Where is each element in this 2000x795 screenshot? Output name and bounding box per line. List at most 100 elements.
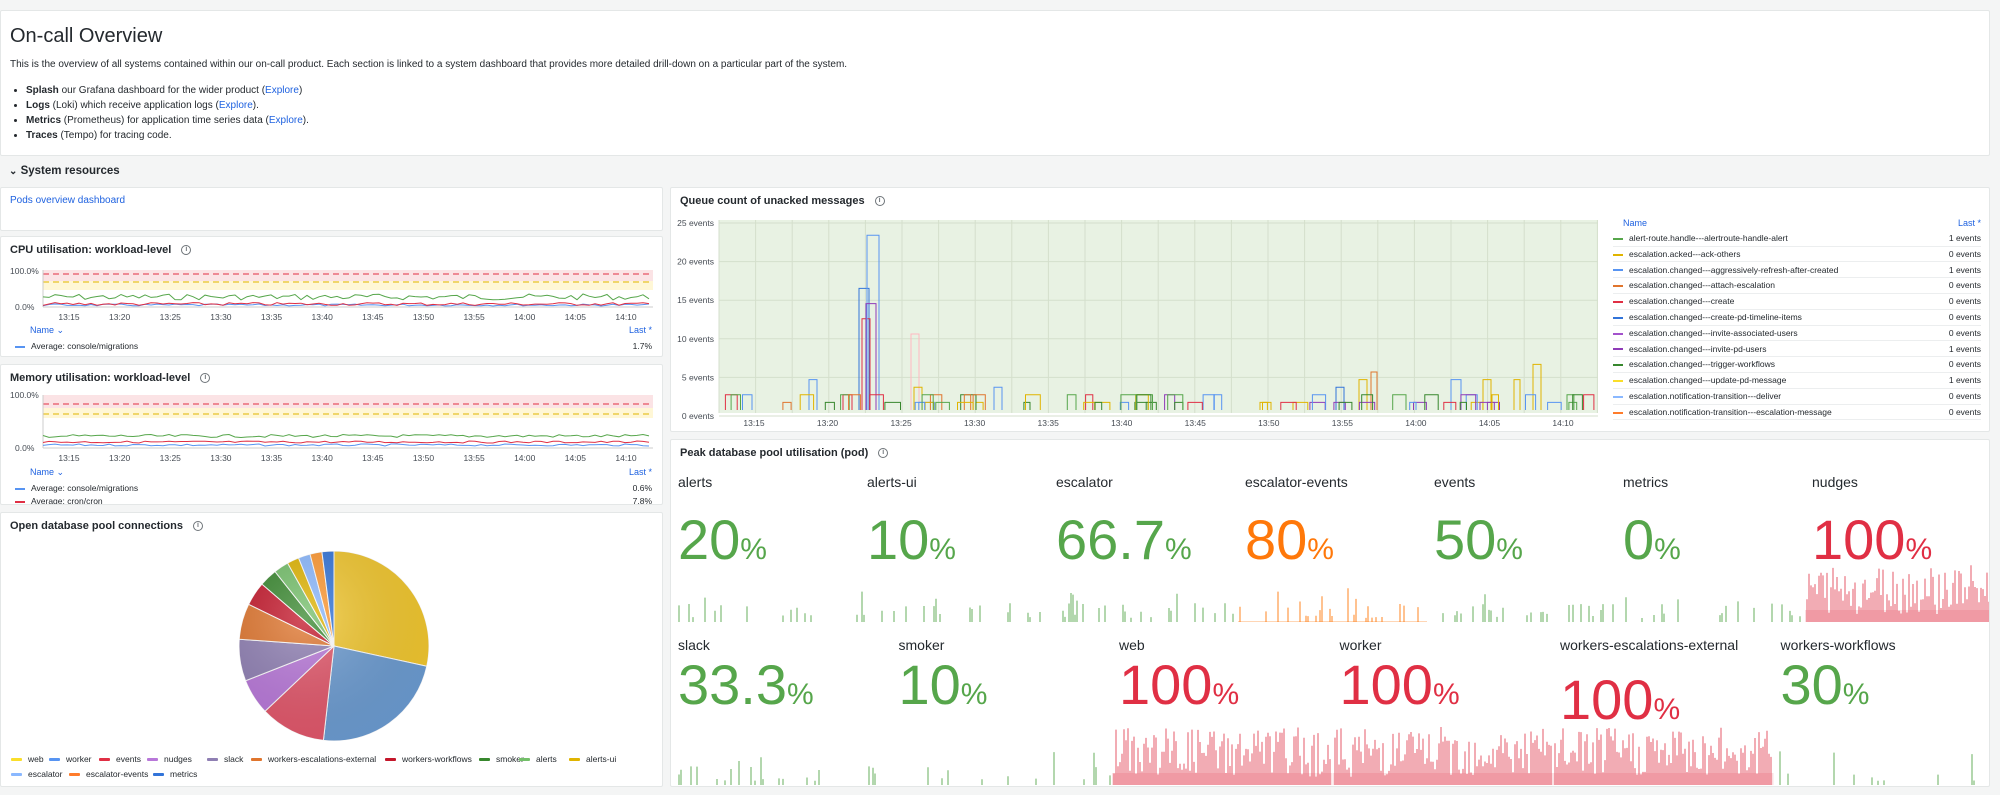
explore-link-logs[interactable]: Explore — [218, 100, 253, 111]
legend-item[interactable]: worker — [49, 754, 92, 764]
legend-item[interactable]: alerts-ui — [569, 754, 616, 764]
sparkline — [678, 597, 858, 622]
series-step — [869, 394, 884, 410]
legend-name-header[interactable]: Name — [1623, 218, 1648, 228]
cpu-chart[interactable]: 100.0% 0.0% 13:15 13:20 13:25 13:30 13:35 13:… — [1, 237, 663, 357]
legend-item[interactable]: escalation.notification-transition---esc… — [1613, 407, 1832, 417]
panel-title[interactable]: Open database pool connections i — [10, 520, 203, 532]
panel-title[interactable]: CPU utilisation: workload-level i — [10, 244, 192, 256]
y-tick-label: 100.0% — [10, 390, 39, 400]
cpu-utilisation-panel: CPU utilisation: workload-level i 100.0% … — [0, 236, 663, 357]
legend-item[interactable]: nudges — [147, 754, 192, 764]
legend-value: 0 events — [1948, 280, 1981, 291]
x-tick-label: 13:15 — [58, 312, 80, 322]
sparkline — [678, 757, 876, 785]
legend-item[interactable]: escalation.changed---create-pd-timeline-… — [1613, 312, 1802, 322]
legend-item[interactable]: events — [99, 754, 141, 764]
info-icon[interactable]: i — [874, 196, 885, 206]
sparkline — [1625, 597, 1801, 622]
legend-item[interactable]: escalation.changed---aggressively-refres… — [1613, 265, 1838, 275]
series-step — [1311, 394, 1327, 410]
stat-metrics[interactable]: metrics 0% — [1616, 465, 1805, 624]
stat-smoker[interactable]: smoker 10% — [892, 630, 1113, 786]
panel-title[interactable]: Queue count of unacked messages i — [680, 195, 885, 207]
x-tick-label: 14:00 — [514, 312, 536, 322]
stat-alerts-ui[interactable]: alerts-ui 10% — [860, 465, 1049, 624]
stat-slack[interactable]: slack 33.3% — [671, 630, 892, 786]
panel-title[interactable]: Peak database pool utilisation (pod) i — [680, 447, 889, 459]
x-tick-label: 13:20 — [109, 312, 131, 322]
legend-item[interactable]: alert-route.handle---alertroute-handle-a… — [1613, 233, 1788, 243]
memory-chart[interactable]: 100.0% 0.0% 13:15 13:20 13:25 13:30 13:35 13:… — [1, 365, 663, 505]
stat-web[interactable]: web 100% — [1112, 630, 1333, 786]
legend-item[interactable]: escalator — [11, 769, 63, 779]
stat-name: worker — [1339, 637, 1382, 653]
legend-value: 7.8% — [632, 496, 652, 505]
stat-workers-workflows[interactable]: workers-workflows 30% — [1774, 630, 1990, 786]
x-tick-label: 13:25 — [160, 312, 182, 322]
sparkline — [927, 752, 1110, 785]
legend-item[interactable]: workers-workflows — [385, 754, 472, 764]
pie-chart[interactable] — [1, 513, 663, 787]
stat-escalator[interactable]: escalator 66.7% — [1049, 465, 1238, 624]
stat-escalator-events[interactable]: escalator-events 80% — [1238, 465, 1427, 624]
series-step — [910, 333, 920, 410]
info-icon[interactable]: i — [192, 521, 203, 531]
pods-overview-link[interactable]: Pods overview dashboard — [10, 195, 126, 206]
legend-last-header[interactable]: Last * — [628, 467, 652, 477]
legend-item[interactable]: slack — [207, 754, 243, 764]
queue-chart[interactable]: 25 events 20 events 15 events 10 events 5 ev… — [671, 188, 1601, 432]
legend-item[interactable]: metrics — [153, 769, 197, 779]
legend-item[interactable]: escalation.changed---create — [1613, 296, 1734, 306]
sparkline — [861, 591, 1041, 622]
series-step — [1525, 394, 1537, 410]
legend-item[interactable]: Average: console/migrations — [15, 341, 138, 351]
legend-item[interactable]: escalation.changed---trigger-workflows — [1613, 359, 1775, 369]
stat-name: escalator — [1056, 474, 1113, 490]
series-step — [935, 401, 950, 410]
stat-alerts[interactable]: alerts 20% — [671, 465, 860, 624]
legend-item[interactable]: escalation.changed---attach-escalation — [1613, 280, 1775, 290]
series-step — [1583, 394, 1595, 410]
sparkline — [1112, 727, 1333, 785]
stat-worker[interactable]: worker 100% — [1332, 630, 1553, 786]
legend-item[interactable]: escalation.changed---invite-associated-u… — [1613, 328, 1798, 338]
series-step — [1513, 379, 1521, 410]
legend-item[interactable]: escalation.changed---update-pd-message — [1613, 375, 1786, 385]
x-tick-label: 13:40 — [312, 312, 334, 322]
series-step — [1335, 386, 1345, 410]
series-step — [1409, 401, 1417, 410]
explore-link-splash[interactable]: Explore — [265, 85, 299, 96]
panel-title[interactable]: Memory utilisation: workload-level i — [10, 372, 211, 384]
legend-item[interactable]: escalation.acked---ack-others — [1613, 249, 1741, 259]
info-icon[interactable]: i — [181, 245, 192, 255]
series-step — [1358, 401, 1376, 410]
legend-item[interactable]: smoker — [479, 754, 524, 764]
legend-last-header[interactable]: Last * — [1957, 218, 1981, 228]
legend-name-header[interactable]: Name ⌄ — [30, 467, 65, 477]
explore-link-metrics[interactable]: Explore — [268, 115, 303, 126]
legend-item[interactable]: escalator-events — [69, 769, 148, 779]
legend-item[interactable]: workers-escalations-external — [251, 754, 376, 764]
legend-name-header[interactable]: Name ⌄ — [30, 325, 65, 335]
legend-item[interactable]: escalation.changed---invite-pd-users — [1613, 344, 1767, 354]
legend-value: 1 events — [1948, 233, 1981, 243]
stat-workers-escalations-external[interactable]: workers-escalations-external 100% — [1553, 630, 1774, 786]
legend-item[interactable]: Average: cron/cron — [15, 496, 103, 504]
legend-item[interactable]: web — [11, 754, 44, 764]
series-step — [1443, 401, 1457, 410]
x-tick-label: 13:50 — [1258, 418, 1280, 428]
pool-connections-panel: Open database pool connections i web worke… — [0, 512, 663, 787]
legend-item[interactable]: Average: console/migrations — [15, 483, 138, 493]
legend-item[interactable]: escalation.notification-transition---del… — [1613, 391, 1781, 401]
stat-events[interactable]: events 50% — [1427, 465, 1616, 624]
series-step — [1025, 394, 1041, 410]
legend-last-header[interactable]: Last * — [628, 325, 652, 335]
row-header-system-resources[interactable]: ⌄ System resources — [9, 165, 120, 177]
series-step — [824, 401, 835, 410]
info-icon[interactable]: i — [878, 448, 889, 458]
pods-link-panel: Pods overview dashboard — [0, 187, 663, 231]
legend-item[interactable]: alerts — [519, 754, 557, 764]
stat-nudges[interactable]: nudges 100% — [1805, 465, 1989, 624]
info-icon[interactable]: i — [200, 373, 211, 383]
